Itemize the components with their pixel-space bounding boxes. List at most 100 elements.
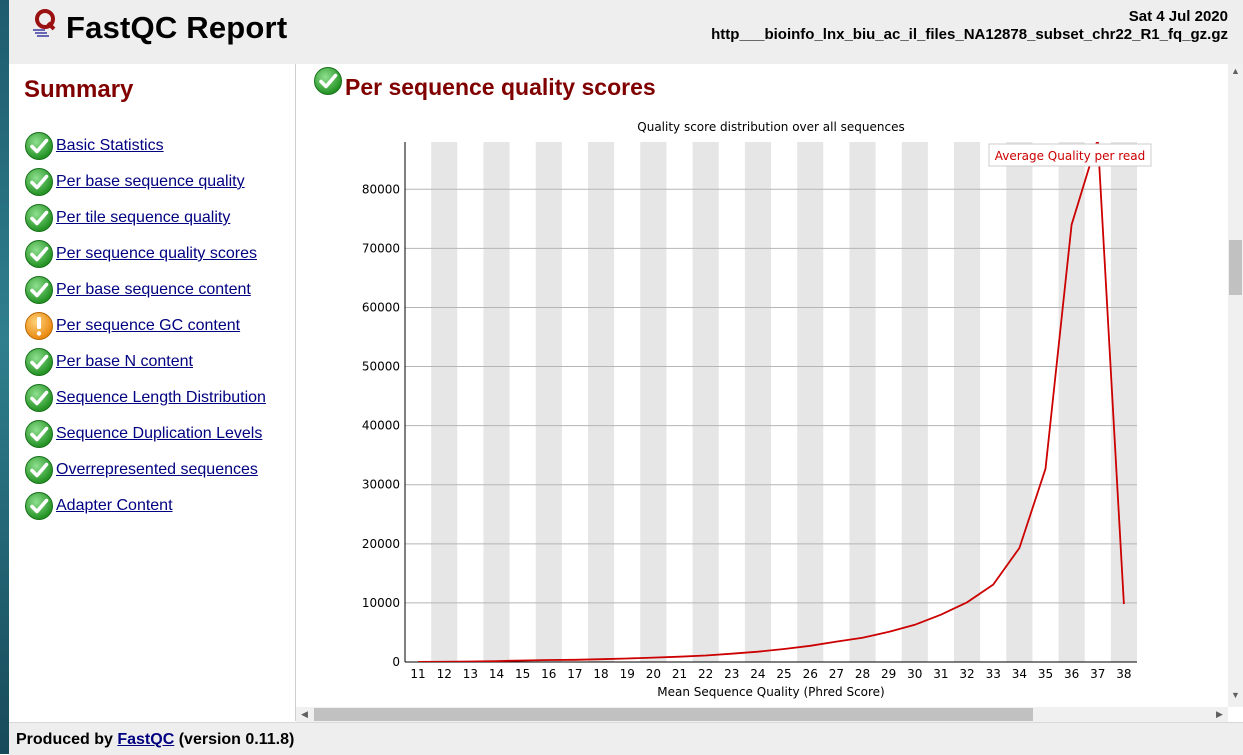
- summary-link[interactable]: Per base N content: [56, 353, 193, 370]
- series-line: [418, 142, 1125, 662]
- y-tick-label: 40000: [362, 419, 400, 433]
- y-tick-label: 70000: [362, 241, 400, 255]
- column-shade: [535, 142, 562, 662]
- x-tick-label: 20: [646, 667, 661, 681]
- y-tick-label: 60000: [362, 300, 400, 314]
- exclamation-icon: [25, 312, 53, 340]
- check-icon: [25, 456, 53, 484]
- column-shade: [954, 142, 981, 662]
- y-tick-label: 30000: [362, 478, 400, 492]
- check-icon: [25, 168, 53, 196]
- summary-link[interactable]: Per base sequence content: [56, 281, 251, 298]
- x-tick-label: 34: [1012, 667, 1027, 681]
- x-tick-label: 37: [1090, 667, 1105, 681]
- summary-item: Overrepresented sequences: [24, 452, 266, 488]
- x-tick-label: 38: [1116, 667, 1131, 681]
- y-tick-label: 80000: [362, 182, 400, 196]
- x-tick-label: 11: [410, 667, 425, 681]
- x-tick-label: 14: [489, 667, 504, 681]
- quality-score-chart: 0 10000 20000 30000 40000 50000 60000 70000 8000…: [362, 120, 1152, 699]
- check-icon: [25, 348, 53, 376]
- column-shade: [744, 142, 771, 662]
- footer-suffix: (version 0.11.8): [174, 731, 295, 748]
- x-tick-label: 35: [1038, 667, 1053, 681]
- column-shade: [640, 142, 667, 662]
- summary-item: Sequence Length Distribution: [24, 380, 266, 416]
- check-icon: [25, 492, 53, 520]
- summary-link[interactable]: Per sequence quality scores: [56, 245, 257, 262]
- report-date: Sat 4 Jul 2020: [1128, 8, 1228, 25]
- x-tick-label: 31: [933, 667, 948, 681]
- summary-item: Per base N content: [24, 344, 266, 380]
- summary-item: Per sequence quality scores: [24, 236, 266, 272]
- section-title: Per sequence quality scores: [345, 74, 656, 100]
- check-icon: [25, 420, 53, 448]
- report-footer: Produced by FastQC (version 0.11.8): [9, 722, 1243, 755]
- scroll-right-arrow-icon[interactable]: ▶: [1216, 709, 1223, 719]
- legend-label: Average Quality per read: [995, 149, 1146, 163]
- vertical-scroll-thumb[interactable]: [1229, 240, 1242, 295]
- summary-item: Per base sequence content: [24, 272, 266, 308]
- summary-link[interactable]: Per sequence GC content: [56, 317, 241, 334]
- summary-item: Per tile sequence quality: [24, 200, 266, 236]
- x-tick-label: 13: [463, 667, 478, 681]
- summary-item: Per base sequence quality: [24, 164, 266, 200]
- left-window-stripe: [0, 0, 9, 754]
- x-tick-label: 23: [724, 667, 739, 681]
- scroll-left-arrow-icon[interactable]: ◀: [301, 709, 308, 719]
- x-tick-label: 26: [803, 667, 818, 681]
- summary-link[interactable]: Sequence Duplication Levels: [56, 425, 263, 442]
- x-tick-label: 19: [620, 667, 635, 681]
- horizontal-scroll-thumb[interactable]: [314, 708, 1033, 721]
- check-icon: [25, 384, 53, 412]
- fastqc-logo-icon: [33, 9, 56, 37]
- y-tick-label: 10000: [362, 596, 400, 610]
- check-icon: [25, 132, 53, 160]
- summary-link[interactable]: Adapter Content: [56, 497, 173, 514]
- check-icon: [25, 276, 53, 304]
- column-shade: [1110, 142, 1137, 662]
- column-shade: [849, 142, 876, 662]
- x-tick-label: 29: [881, 667, 896, 681]
- x-tick-label: 16: [541, 667, 556, 681]
- footer-prefix: Produced by: [16, 731, 118, 748]
- summary-item: Basic Statistics: [24, 128, 266, 164]
- column-shade: [588, 142, 615, 662]
- column-shade: [1006, 142, 1033, 662]
- summary-list: Basic Statistics Per base sequence qualit…: [24, 128, 266, 524]
- column-shade: [901, 142, 928, 662]
- column-shade: [1058, 142, 1085, 662]
- column-shade: [797, 142, 824, 662]
- y-tick-label: 0: [392, 655, 400, 669]
- scroll-up-arrow-icon[interactable]: ▲: [1231, 66, 1240, 76]
- vertical-scrollbar[interactable]: [1228, 64, 1243, 707]
- x-tick-label: 22: [698, 667, 713, 681]
- column-shade: [692, 142, 719, 662]
- x-tick-label: 12: [437, 667, 452, 681]
- check-icon: [25, 240, 53, 268]
- summary-link[interactable]: Per base sequence quality: [56, 173, 245, 190]
- summary-link[interactable]: Basic Statistics: [56, 137, 164, 154]
- x-tick-label: 30: [907, 667, 922, 681]
- main-content[interactable]: 0 10000 20000 30000 40000 50000 60000 70000 8000…: [296, 64, 1228, 707]
- x-tick-label: 18: [593, 667, 608, 681]
- x-tick-label: 33: [986, 667, 1001, 681]
- fastqc-link[interactable]: FastQC: [117, 731, 175, 748]
- check-icon: [314, 67, 342, 95]
- x-tick-label: 28: [855, 667, 870, 681]
- column-shade: [431, 142, 458, 662]
- summary-link[interactable]: Sequence Length Distribution: [56, 389, 266, 406]
- x-tick-label: 17: [567, 667, 582, 681]
- x-tick-label: 32: [959, 667, 974, 681]
- summary-link[interactable]: Overrepresented sequences: [56, 461, 258, 478]
- check-icon: [25, 204, 53, 232]
- column-shade: [483, 142, 510, 662]
- y-tick-label: 50000: [362, 360, 400, 374]
- x-tick-label: 21: [672, 667, 687, 681]
- app-title: FastQC Report: [66, 10, 288, 45]
- summary-link[interactable]: Per tile sequence quality: [56, 209, 231, 226]
- scroll-down-arrow-icon[interactable]: ▼: [1231, 690, 1240, 700]
- x-tick-label: 25: [776, 667, 791, 681]
- report-filename: http___bioinfo_lnx_biu_ac_il_files_NA128…: [711, 26, 1228, 43]
- summary-item: Sequence Duplication Levels: [24, 416, 266, 452]
